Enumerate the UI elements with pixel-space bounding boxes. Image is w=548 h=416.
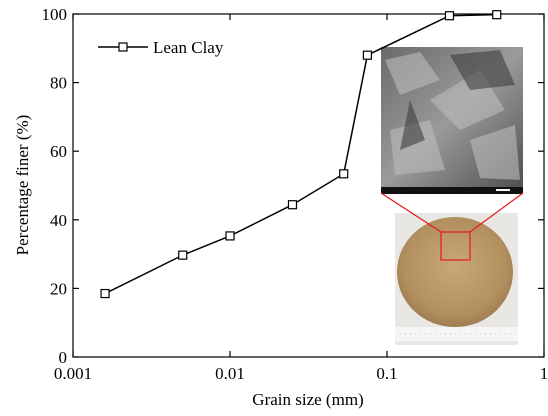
y-axis-label: Percentage finer (%) <box>13 115 32 256</box>
data-point <box>363 51 371 59</box>
x-tick-label: 0.001 <box>54 364 92 383</box>
y-tick-label: 80 <box>50 74 67 93</box>
soil-photo <box>395 213 518 345</box>
data-point <box>340 170 348 178</box>
data-point <box>179 251 187 259</box>
data-point <box>445 12 453 20</box>
x-axis-label: Grain size (mm) <box>252 390 363 409</box>
data-point <box>493 11 501 19</box>
x-tick-label: 0.01 <box>215 364 245 383</box>
x-tick-label: 1 <box>540 364 548 383</box>
y-tick-label: 60 <box>50 142 67 161</box>
legend-label: Lean Clay <box>153 38 224 57</box>
x-tick-label: 0.1 <box>376 364 397 383</box>
sem-image <box>381 47 523 194</box>
chart: Grain size (mm) Percentage finer (%) 020… <box>0 0 548 416</box>
legend-marker <box>119 43 127 51</box>
y-tick-label: 20 <box>50 279 67 298</box>
data-point <box>288 201 296 209</box>
y-tick-label: 100 <box>42 5 68 24</box>
y-tick-label: 40 <box>50 211 67 230</box>
data-point <box>226 232 234 240</box>
data-point <box>101 290 109 298</box>
